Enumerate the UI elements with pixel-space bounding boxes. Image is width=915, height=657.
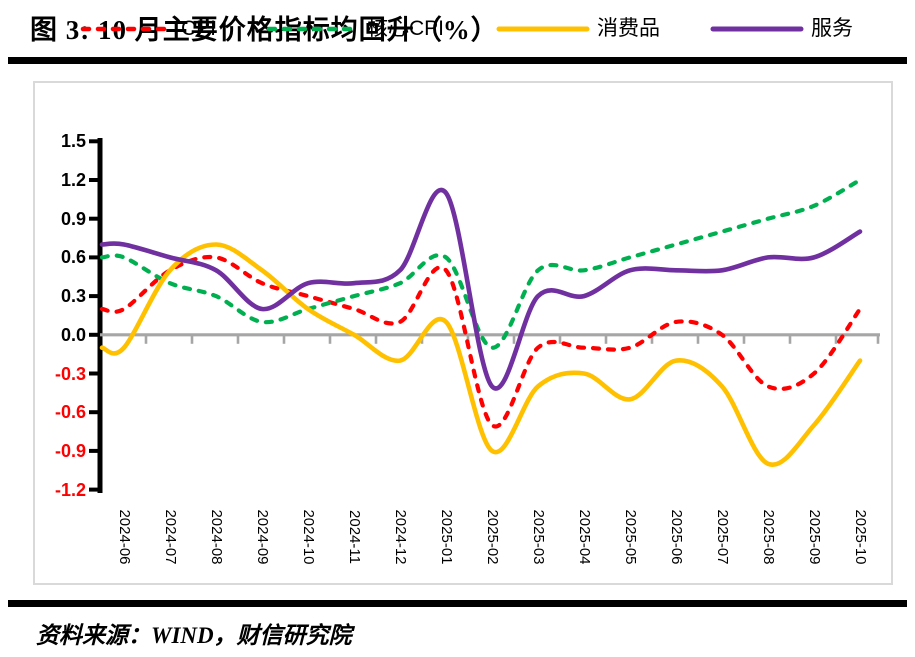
x-axis-label: 2025-07 (714, 509, 731, 565)
legend-swatch-dashed-line (80, 26, 174, 32)
legend-item-服务: 服务 (710, 14, 853, 44)
source-note: 资料来源：WIND，财信研究院 (36, 623, 352, 648)
y-axis-label: 1.5 (60, 131, 86, 152)
y-axis-label: 0.6 (60, 247, 86, 268)
x-axis-label: 2025-09 (806, 509, 823, 565)
x-axis-label: 2025-04 (576, 509, 593, 565)
title-divider-rule (8, 57, 907, 64)
legend-label: 消费品 (597, 17, 660, 40)
series-line-消费品 (99, 242, 863, 468)
chart-legend: CPI 核心CPI 消费品 服务 (0, 14, 915, 44)
legend-swatch-solid-line (710, 26, 804, 32)
legend-swatch-dashed-line (266, 26, 360, 32)
series-line-服务 (99, 187, 863, 391)
x-axis-label: 2024-09 (254, 509, 271, 565)
x-axis-label: 2024-08 (208, 509, 225, 565)
y-axis-label: -0.9 (54, 440, 86, 461)
legend-item-CPI: CPI (80, 14, 216, 44)
x-axis-label: 2025-02 (484, 509, 501, 565)
y-axis-label: -0.6 (54, 402, 86, 423)
y-axis-label: -0.3 (54, 363, 86, 384)
y-axis-label: 0.9 (60, 208, 86, 229)
series-line-CPI (99, 254, 863, 429)
x-axis-label: 2025-03 (530, 509, 547, 565)
legend-item-核心CPI: 核心CPI (266, 14, 444, 44)
x-axis-label: 2024-07 (162, 509, 179, 565)
x-axis-label: 2025-05 (622, 509, 639, 565)
footer-divider-rule (8, 600, 907, 607)
x-axis-label: 2024-06 (116, 509, 133, 565)
x-axis-label: 2025-06 (668, 509, 685, 565)
legend-swatch-solid-line (496, 26, 590, 32)
y-axis-label: 1.2 (60, 170, 86, 190)
y-axis-label: 0.0 (60, 324, 86, 345)
legend-item-消费品: 消费品 (496, 14, 660, 44)
y-axis-label: 0.3 (60, 286, 86, 307)
x-axis-label: 2024-12 (392, 509, 409, 565)
figure-title: 图 3: 10 月主要价格指标均回升（%） (30, 15, 499, 45)
y-axis-label: -1.2 (54, 479, 86, 500)
legend-label: 服务 (811, 17, 853, 40)
x-axis-label: 2024-10 (300, 509, 317, 565)
legend-label: CPI (181, 17, 217, 40)
legend-label: 核心CPI (367, 17, 445, 40)
x-axis-label: 2025-01 (438, 509, 455, 565)
x-axis-label: 2025-10 (852, 509, 869, 565)
x-axis-label: 2024-11 (346, 510, 363, 564)
chart-container (33, 81, 893, 585)
x-axis-label: 2025-08 (760, 509, 777, 565)
